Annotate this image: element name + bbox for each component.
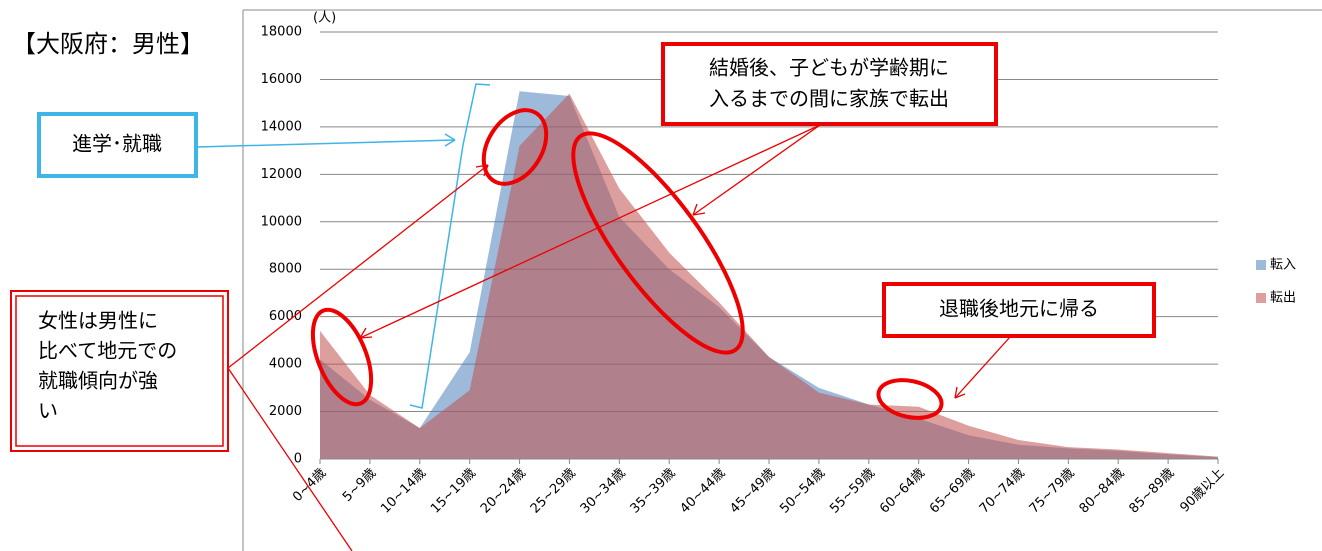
x-tick-label: 65~69歳 (927, 466, 978, 517)
x-tick-label: 15~19歳 (428, 466, 479, 517)
arrow (196, 139, 456, 148)
annotation: 退職後地元に帰る (939, 297, 1099, 321)
y-tick-label: 2000 (269, 404, 302, 419)
note-box (882, 282, 1156, 338)
arrowhead (444, 133, 456, 147)
x-tick-label: 70~74歳 (977, 466, 1028, 517)
annotation: 結婚後、子どもが学齢期に (709, 56, 949, 80)
y-tick-label: 8000 (269, 262, 302, 277)
x-tick-label: 50~54歳 (777, 466, 828, 517)
annotation: 比べて地元での (38, 339, 177, 363)
x-tick-label: 90歳以上 (1177, 466, 1227, 516)
annotation: い (38, 399, 58, 423)
y-axis-label: (人) (313, 11, 336, 26)
x-tick-label: 75~79歳 (1027, 466, 1078, 517)
x-tick-label: 55~59歳 (827, 466, 878, 517)
y-tick-label: 18000 (261, 25, 302, 40)
annotation: 進学･就職 (72, 132, 162, 156)
highlight (876, 378, 944, 420)
x-tick-label: 10~14歳 (378, 466, 429, 517)
note-box (15, 295, 224, 447)
x-tick-label: 35~39歳 (628, 466, 679, 517)
note-box (661, 42, 998, 126)
x-tick-label: 40~44歳 (678, 466, 729, 517)
x-tick-label: 20~24歳 (478, 466, 529, 517)
highlight (481, 108, 549, 186)
y-tick-label: 0 (294, 452, 302, 467)
x-tick-label: 25~29歳 (528, 466, 579, 517)
x-tick-label: 60~64歳 (877, 466, 928, 517)
note-box (37, 112, 198, 178)
y-tick-label: 14000 (261, 119, 302, 134)
highlight (310, 307, 374, 407)
x-tick-label: 5~9歳 (340, 466, 379, 505)
legend-swatch (1256, 293, 1266, 303)
arrows (227, 124, 1011, 551)
x-tick-label: 0~4歳 (290, 466, 329, 505)
area (320, 93, 1218, 459)
annotation: 入るまでの間に家族で転出 (709, 87, 949, 111)
x-tick-label: 45~49歳 (727, 466, 778, 517)
legend-label: 転入 (1270, 258, 1296, 273)
x-tick-label: 85~89歳 (1127, 466, 1178, 517)
y-tick-label: 10000 (261, 214, 302, 229)
legend-swatch (1256, 260, 1266, 270)
chart-title: 【大阪府：男性】 (12, 30, 204, 58)
annotation: 就職傾向が強 (38, 369, 158, 393)
y-tick-label: 6000 (269, 309, 302, 324)
note-box (10, 290, 229, 452)
annotation: 女性は男性に (38, 309, 158, 333)
bracket (409, 83, 491, 409)
highlight (571, 131, 745, 355)
legend-label: 転出 (1270, 291, 1296, 306)
y-tick-label: 12000 (261, 167, 302, 182)
x-tick-label: 30~34歳 (578, 466, 629, 517)
y-tick-label: 4000 (269, 357, 302, 372)
x-tick-label: 80~84歳 (1077, 466, 1128, 517)
y-tick-label: 16000 (261, 72, 302, 87)
